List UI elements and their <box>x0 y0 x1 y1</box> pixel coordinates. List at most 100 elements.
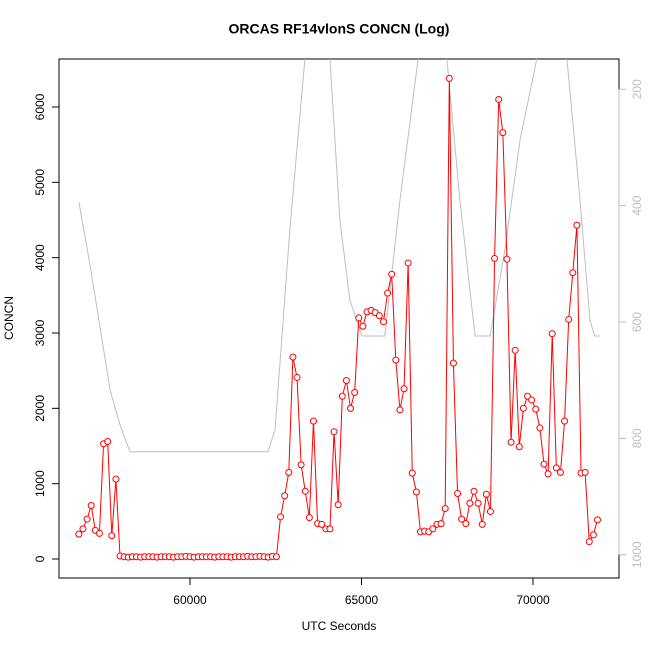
data-point <box>499 129 507 137</box>
data-point <box>305 514 313 522</box>
data-point <box>355 314 363 322</box>
y2-tick-label: 800 <box>630 428 644 448</box>
data-point <box>474 499 482 507</box>
data-point <box>548 330 556 338</box>
data-point <box>486 508 494 516</box>
data-point <box>293 373 301 381</box>
data-point <box>334 501 342 509</box>
data-point <box>104 437 112 445</box>
data-point <box>470 487 478 495</box>
data-point <box>482 490 490 498</box>
data-point <box>503 255 511 263</box>
data-point <box>544 470 552 478</box>
plot-area <box>75 59 601 561</box>
y-tick-label: 3000 <box>33 319 47 346</box>
data-point <box>351 389 359 397</box>
plot-frame <box>58 58 620 579</box>
data-point <box>462 520 470 528</box>
data-point <box>309 417 317 425</box>
data-point <box>569 269 577 277</box>
data-point <box>532 405 540 413</box>
data-point <box>285 468 293 476</box>
data-point <box>342 376 350 384</box>
data-point <box>491 254 499 262</box>
data-point <box>495 95 503 103</box>
data-point <box>330 428 338 436</box>
y2-tick-label: 200 <box>630 79 644 99</box>
data-point <box>573 221 581 229</box>
data-point <box>400 385 408 393</box>
data-point <box>384 289 392 297</box>
data-point <box>359 322 367 330</box>
data-point <box>466 499 474 507</box>
data-point <box>108 532 116 540</box>
data-point <box>519 404 527 412</box>
data-point <box>581 468 589 476</box>
y-tick-label: 6000 <box>33 93 47 120</box>
data-point <box>281 492 289 500</box>
data-point <box>445 74 453 82</box>
data-point <box>326 525 334 533</box>
data-point <box>454 489 462 497</box>
chart-title: ORCAS RF14vlonS CONCN (Log) <box>229 21 450 37</box>
data-point <box>441 505 449 513</box>
data-point <box>95 529 103 537</box>
y-tick-label: 0 <box>33 555 47 562</box>
data-point <box>87 502 95 510</box>
x-axis-label: UTC Seconds <box>302 619 377 633</box>
x-tick-label: 65000 <box>345 593 379 607</box>
data-point <box>396 406 404 414</box>
data-point <box>112 475 120 483</box>
data-point <box>338 392 346 400</box>
data-point <box>478 520 486 528</box>
data-point <box>318 520 326 528</box>
data-point <box>347 404 355 412</box>
data-point <box>565 315 573 323</box>
series-line <box>78 59 600 453</box>
data-point <box>388 270 396 278</box>
data-point <box>593 516 601 524</box>
data-point <box>412 488 420 496</box>
y-axis-label: CONCN <box>2 296 16 340</box>
data-point <box>507 438 515 446</box>
data-point <box>392 356 400 364</box>
data-point <box>79 525 87 533</box>
data-point <box>297 461 305 469</box>
data-point <box>515 443 523 451</box>
y-tick-label: 2000 <box>33 395 47 422</box>
y2-tick-label: 600 <box>630 312 644 332</box>
data-point <box>272 553 280 561</box>
data-point <box>375 312 383 320</box>
data-point <box>536 424 544 432</box>
data-point <box>83 515 91 523</box>
data-point <box>556 468 564 476</box>
data-point <box>289 353 297 361</box>
data-point <box>561 417 569 425</box>
y-tick-label: 5000 <box>33 169 47 196</box>
data-point <box>437 520 445 528</box>
data-point <box>301 487 309 495</box>
y-tick-label: 4000 <box>33 244 47 271</box>
data-point <box>449 359 457 367</box>
y-tick-label: 1000 <box>33 470 47 497</box>
series-line <box>78 78 598 558</box>
data-point <box>404 259 412 267</box>
data-point <box>458 515 466 523</box>
y2-tick-label: 400 <box>630 195 644 215</box>
y2-tick-label: 1000 <box>630 541 644 568</box>
data-point <box>429 525 437 533</box>
data-point <box>589 531 597 539</box>
data-point <box>277 513 285 521</box>
x-tick-label: 60000 <box>173 593 207 607</box>
data-point <box>408 469 416 477</box>
data-point <box>540 460 548 468</box>
data-point <box>552 464 560 472</box>
data-point <box>511 346 519 354</box>
data-point <box>585 538 593 546</box>
data-point <box>528 396 536 404</box>
data-point <box>379 318 387 326</box>
x-tick-label: 70000 <box>516 593 550 607</box>
data-point <box>75 530 83 538</box>
